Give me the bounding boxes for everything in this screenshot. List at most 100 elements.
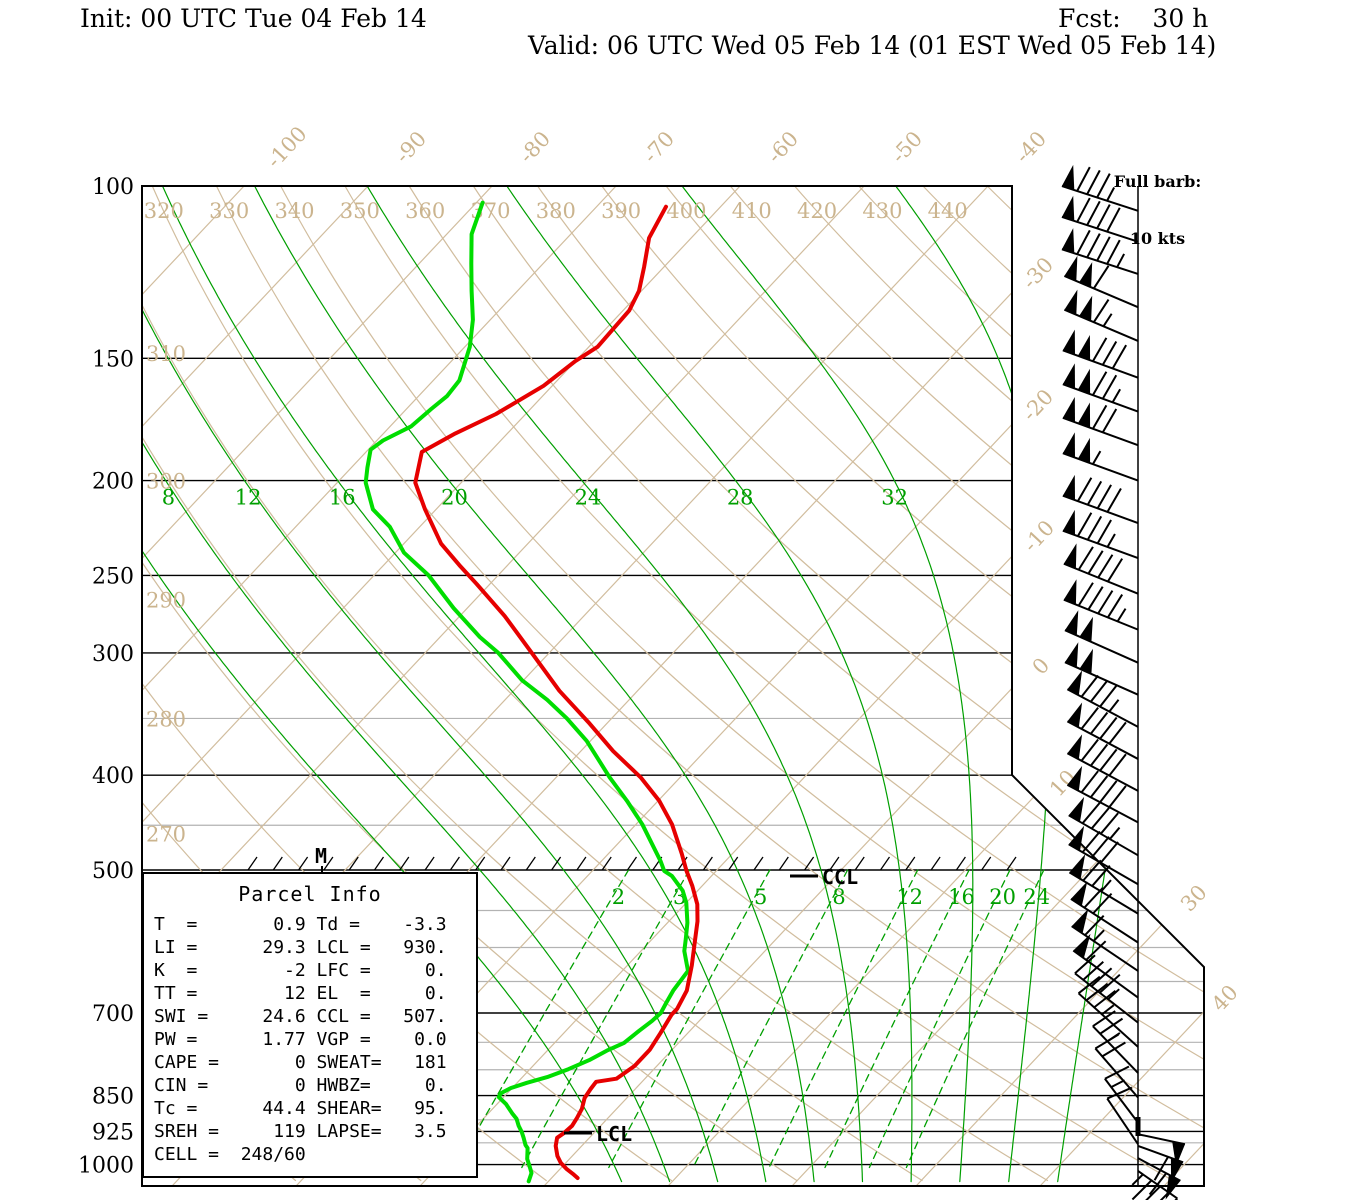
svg-text:12: 12: [896, 885, 923, 909]
mixing-ratio-termination-hatches: [247, 856, 1017, 871]
svg-text:320: 320: [144, 199, 184, 223]
wind-barb: [1063, 543, 1139, 595]
svg-text:5: 5: [754, 885, 767, 909]
sounding-traces: [363, 200, 700, 1184]
wind-barb: [1104, 1065, 1139, 1124]
parcel-info-row: TT = 12 EL = 0.: [154, 983, 447, 1004]
svg-text:-40: -40: [1010, 127, 1051, 168]
wind-barb: [1131, 1170, 1179, 1200]
valid-time-label: Valid: 06 UTC Wed 05 Feb 14 (01 EST Wed …: [528, 31, 1217, 60]
svg-text:LCL: LCL: [596, 1122, 632, 1146]
svg-text:150: 150: [92, 347, 134, 372]
parcel-info-row: LI = 29.3 LCL = 930.: [154, 937, 447, 958]
parcel-info-rows: T = 0.9 Td = -3.3 LI = 29.3 LCL = 930. K =…: [144, 913, 476, 1166]
svg-text:-60: -60: [762, 127, 803, 168]
svg-text:20: 20: [989, 885, 1016, 909]
svg-text:420: 420: [797, 199, 837, 223]
svg-text:280: 280: [146, 708, 186, 732]
wind-barb: [1077, 975, 1139, 1048]
wind-barb: [1064, 642, 1139, 696]
svg-text:410: 410: [732, 199, 772, 223]
wind-barb: [1063, 255, 1139, 309]
barb-legend: Full barb: 10 kts: [1095, 134, 1220, 286]
svg-text:700: 700: [92, 1002, 134, 1027]
wind-barb: [1062, 363, 1139, 413]
parcel-info-row: SWI = 24.6 CCL = 507.: [154, 1006, 447, 1027]
wind-barb: [1063, 579, 1139, 631]
svg-text:390: 390: [601, 199, 641, 223]
svg-text:28: 28: [727, 485, 754, 509]
parcel-info-row: Tc = 44.4 SHEAR= 95.: [154, 1098, 447, 1119]
wind-barb: [1066, 702, 1139, 760]
wind-barb: [1062, 432, 1139, 482]
svg-text:2: 2: [612, 885, 625, 909]
parcel-info-row: PW = 1.77 VGP = 0.0: [154, 1029, 447, 1050]
wind-barb: [1062, 397, 1139, 447]
barb-legend-line2: 10 kts: [1129, 229, 1186, 248]
parcel-info-row: T = 0.9 Td = -3.3: [154, 914, 447, 935]
svg-text:400: 400: [666, 199, 706, 223]
forecast-hour-label: Fcst: 30 h: [1058, 4, 1209, 33]
dewpoint-trace: [363, 200, 690, 1184]
parcel-info-box: Parcel Info T = 0.9 Td = -3.3 LI = 29.3 L…: [142, 872, 478, 1178]
svg-text:30: 30: [1176, 880, 1212, 916]
barb-legend-line1: Full barb:: [1113, 172, 1202, 191]
wind-barb: [1068, 854, 1139, 915]
wind-barb: [1066, 670, 1139, 728]
parcel-info-row: CELL = 248/60: [154, 1144, 447, 1165]
svg-text:32: 32: [881, 485, 908, 509]
svg-text:380: 380: [536, 199, 576, 223]
wind-barb: [1106, 1086, 1139, 1145]
svg-text:925: 925: [92, 1120, 134, 1145]
svg-text:-90: -90: [390, 127, 431, 168]
svg-text:350: 350: [340, 199, 380, 223]
wind-barb: [1066, 765, 1139, 824]
parcel-info-row: K = -2 LFC = 0.: [154, 960, 447, 981]
parcel-info-title: Parcel Info: [238, 882, 382, 906]
parcel-info-row: CAPE = 0 SWEAT= 181: [154, 1052, 447, 1073]
chart-border: [141, 185, 1205, 1187]
svg-text:1000: 1000: [78, 1154, 134, 1179]
svg-text:300: 300: [146, 470, 186, 494]
svg-text:310: 310: [146, 342, 186, 366]
svg-text:300: 300: [92, 642, 134, 667]
svg-text:24: 24: [1023, 885, 1050, 909]
wind-barb: [1061, 228, 1139, 275]
svg-text:360: 360: [405, 199, 445, 223]
wind-barb: [1061, 164, 1139, 212]
svg-text:100: 100: [92, 175, 134, 200]
svg-text:40: 40: [1207, 980, 1243, 1016]
svg-text:330: 330: [209, 199, 249, 223]
svg-text:-50: -50: [886, 127, 927, 168]
svg-text:16: 16: [329, 485, 356, 509]
wind-barb: [1064, 610, 1139, 664]
parcel-info-row: CIN = 0 HWBZ= 0.: [154, 1075, 447, 1096]
svg-text:270: 270: [146, 822, 186, 846]
svg-text:CCL: CCL: [822, 865, 858, 889]
init-time-label: Init: 00 UTC Tue 04 Feb 14: [80, 4, 427, 33]
svg-text:-80: -80: [514, 127, 555, 168]
svg-text:340: 340: [274, 199, 314, 223]
svg-text:250: 250: [92, 564, 134, 589]
parcel-info-row: SREH = 119 LAPSE= 3.5: [154, 1121, 447, 1142]
svg-text:850: 850: [92, 1085, 134, 1110]
svg-text:8: 8: [162, 485, 175, 509]
svg-text:0: 0: [1028, 653, 1055, 679]
svg-text:-20: -20: [1018, 385, 1059, 426]
svg-text:20: 20: [441, 485, 468, 509]
svg-text:-100: -100: [262, 122, 312, 173]
wind-barb: [1068, 825, 1139, 886]
svg-text:8: 8: [832, 885, 845, 909]
svg-text:M: M: [315, 844, 327, 868]
wind-barb: [1063, 289, 1139, 342]
wind-barb: [1066, 734, 1139, 792]
wind-barb: [1070, 881, 1139, 944]
level-markers: M CCL LCL: [315, 844, 858, 1146]
svg-text:290: 290: [146, 589, 186, 613]
wind-barb: [1071, 908, 1139, 972]
svg-text:500: 500: [92, 859, 134, 884]
wind-barb: [1068, 796, 1139, 857]
wind-barb: [1062, 474, 1139, 524]
